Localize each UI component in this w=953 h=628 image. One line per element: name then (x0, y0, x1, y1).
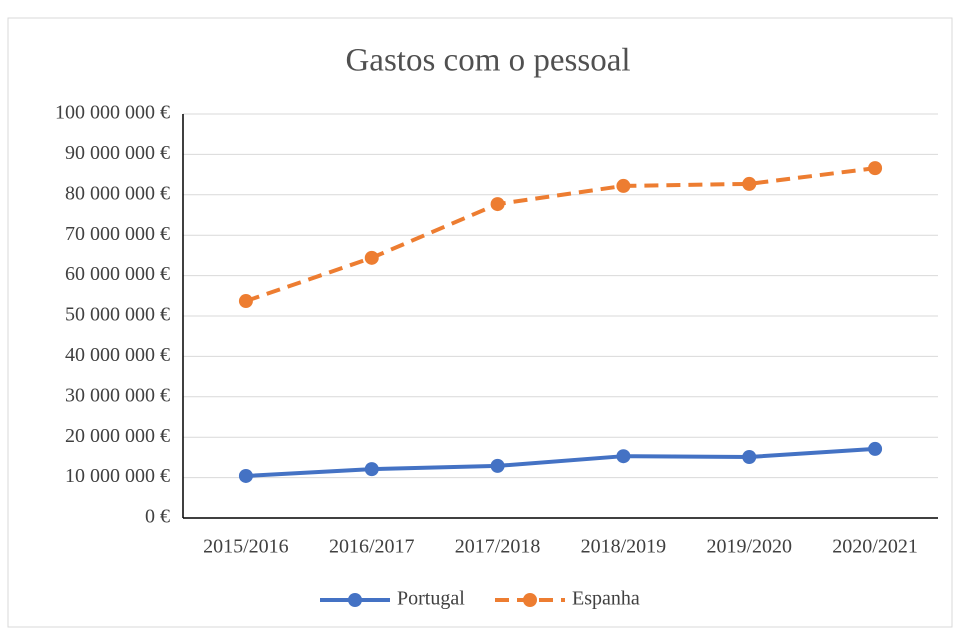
y-tick-label: 80 000 000 € (65, 182, 170, 204)
data-point (616, 449, 631, 464)
y-tick-label: 0 € (145, 506, 170, 528)
y-tick-label: 10 000 000 € (65, 465, 170, 487)
x-tick-label: 2020/2021 (832, 536, 918, 558)
legend-marker (348, 593, 362, 607)
series-line (245, 166, 876, 303)
y-tick-label: 100 000 000 € (55, 102, 170, 124)
legend-label: Espanha (572, 588, 640, 610)
data-point (490, 458, 505, 473)
data-point (742, 176, 757, 191)
series-line (245, 446, 876, 478)
y-tick-label: 90 000 000 € (65, 142, 170, 164)
y-tick-label: 60 000 000 € (65, 263, 170, 285)
data-point (238, 468, 253, 483)
x-tick-label: 2015/2016 (203, 536, 289, 558)
chart-border (7, 17, 953, 628)
x-tick-label: 2017/2018 (455, 536, 541, 558)
y-tick-label: 20 000 000 € (65, 425, 170, 447)
data-point (364, 462, 379, 477)
legend-marker (523, 593, 537, 607)
x-tick-label: 2018/2019 (581, 536, 667, 558)
data-point (490, 197, 505, 212)
y-tick-label: 50 000 000 € (65, 304, 170, 326)
data-point (238, 294, 253, 309)
data-point (364, 250, 379, 265)
y-tick-label: 40 000 000 € (65, 344, 170, 366)
data-point (616, 178, 631, 193)
chart-title: Gastos com o pessoal (345, 43, 630, 79)
y-tick-label: 30 000 000 € (65, 384, 170, 406)
data-point (868, 161, 883, 176)
data-point (868, 441, 883, 456)
data-point (742, 449, 757, 464)
x-tick-label: 2019/2020 (706, 536, 792, 558)
legend-label: Portugal (397, 588, 465, 610)
y-tick-label: 70 000 000 € (65, 223, 170, 245)
x-tick-label: 2016/2017 (329, 536, 415, 558)
